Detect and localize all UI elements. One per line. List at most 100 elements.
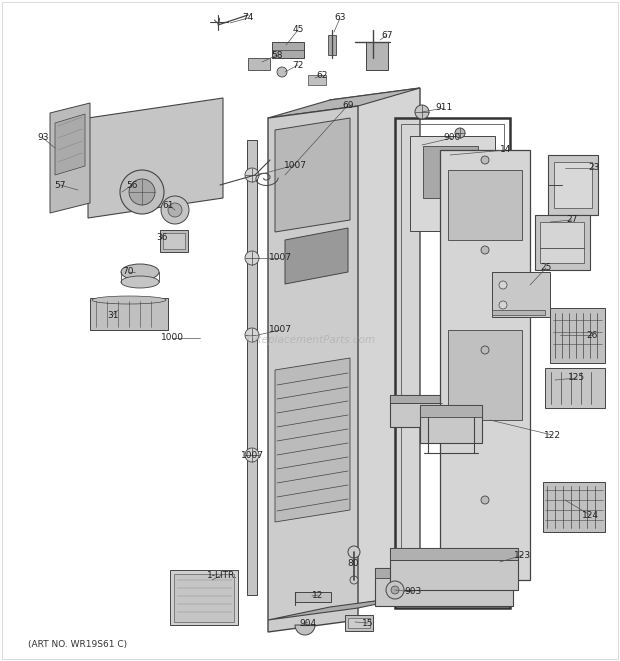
Circle shape (499, 281, 507, 289)
Bar (440, 150, 530, 580)
Circle shape (481, 346, 489, 354)
Circle shape (277, 67, 287, 77)
Polygon shape (330, 88, 420, 608)
Bar (420, 405, 482, 443)
Text: 1007: 1007 (283, 161, 306, 169)
Text: 57: 57 (55, 180, 66, 190)
Bar (174, 574, 234, 622)
Ellipse shape (121, 276, 159, 288)
Text: 80: 80 (347, 559, 359, 568)
Circle shape (245, 448, 259, 462)
Text: 67: 67 (381, 30, 392, 40)
Polygon shape (268, 106, 358, 632)
Circle shape (499, 301, 507, 309)
Text: 63: 63 (334, 13, 346, 22)
Text: ©ReplacementParts.com: ©ReplacementParts.com (244, 335, 376, 345)
Bar (390, 395, 442, 403)
Bar (272, 42, 304, 58)
Text: 61: 61 (162, 200, 174, 210)
Bar (390, 548, 518, 590)
Polygon shape (554, 162, 592, 208)
Polygon shape (268, 595, 420, 620)
Bar (395, 118, 510, 608)
Text: 15: 15 (362, 619, 374, 627)
Text: 1007: 1007 (268, 325, 291, 334)
Bar (348, 618, 370, 628)
Bar (420, 405, 482, 417)
Polygon shape (50, 103, 90, 213)
Bar (448, 170, 522, 240)
Text: 1-LITR.: 1-LITR. (206, 570, 237, 580)
Circle shape (245, 168, 259, 182)
Bar (308, 75, 326, 85)
Bar (295, 592, 331, 602)
Ellipse shape (92, 296, 166, 304)
Bar (345, 615, 373, 631)
Polygon shape (55, 114, 85, 175)
Text: 69: 69 (342, 100, 354, 110)
Bar (390, 548, 518, 560)
Text: 911: 911 (435, 104, 453, 112)
Bar (366, 42, 388, 70)
Circle shape (481, 156, 489, 164)
Polygon shape (535, 215, 590, 270)
Text: 903: 903 (404, 588, 422, 596)
Text: 74: 74 (242, 13, 254, 22)
Bar (545, 368, 605, 408)
Text: 12: 12 (312, 590, 324, 600)
Circle shape (350, 576, 358, 584)
Text: 1007: 1007 (241, 451, 264, 459)
Bar (492, 272, 550, 317)
Text: 36: 36 (156, 233, 168, 243)
Text: 122: 122 (544, 430, 560, 440)
Bar (90, 298, 168, 330)
Text: 900: 900 (443, 134, 461, 143)
Circle shape (245, 251, 259, 265)
Bar (390, 395, 442, 427)
Ellipse shape (121, 264, 159, 280)
Text: 93: 93 (37, 134, 49, 143)
Circle shape (120, 170, 164, 214)
Text: 124: 124 (582, 510, 598, 520)
Bar (410, 136, 495, 231)
Text: 14: 14 (500, 145, 512, 155)
Circle shape (481, 246, 489, 254)
Polygon shape (275, 358, 350, 522)
Polygon shape (285, 228, 348, 284)
Circle shape (348, 546, 360, 558)
Bar (401, 124, 504, 602)
Text: 58: 58 (272, 50, 283, 59)
Text: 26: 26 (587, 330, 598, 340)
Bar (160, 230, 188, 252)
Text: 27: 27 (566, 215, 578, 225)
Text: 62: 62 (316, 71, 328, 79)
Bar (248, 58, 270, 70)
Polygon shape (492, 310, 545, 315)
Text: 125: 125 (569, 373, 585, 383)
Wedge shape (295, 625, 315, 635)
Circle shape (129, 179, 155, 205)
Circle shape (161, 196, 189, 224)
Text: 72: 72 (292, 61, 304, 69)
Text: 45: 45 (292, 26, 304, 34)
Circle shape (391, 586, 399, 594)
Bar (550, 308, 605, 363)
Polygon shape (268, 88, 420, 118)
Bar (375, 568, 513, 578)
Text: 1007: 1007 (268, 254, 291, 262)
Bar (423, 146, 478, 198)
Polygon shape (540, 222, 584, 263)
Circle shape (168, 203, 182, 217)
Bar (448, 330, 522, 420)
Text: 1000: 1000 (161, 334, 184, 342)
Text: (ART NO. WR19S61 C): (ART NO. WR19S61 C) (29, 641, 128, 650)
Circle shape (245, 328, 259, 342)
Bar (375, 568, 513, 606)
Circle shape (415, 105, 429, 119)
Text: 904: 904 (299, 619, 317, 627)
Text: 31: 31 (107, 311, 119, 319)
Circle shape (481, 496, 489, 504)
Polygon shape (548, 155, 598, 215)
Text: 56: 56 (126, 180, 138, 190)
Circle shape (455, 128, 465, 138)
